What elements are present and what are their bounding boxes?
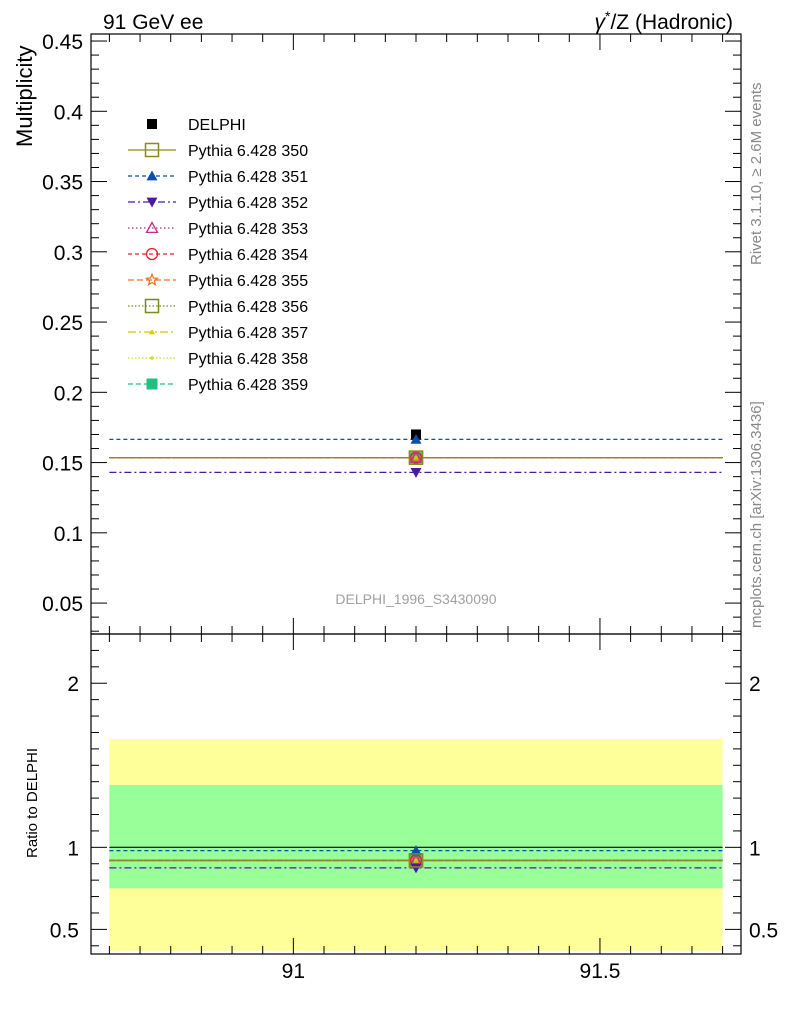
header-right: γ*/Z (Hadronic)	[595, 8, 733, 34]
ratio-y-tick-label-right: 1	[749, 837, 761, 860]
legend-label: Pythia 6.428 351	[188, 169, 308, 186]
y-axis-label-main: Multiplicity	[12, 46, 37, 147]
legend-item-357: Pythia 6.428 357	[128, 325, 308, 342]
legend-label: Pythia 6.428 355	[188, 273, 308, 290]
y-axis-label-ratio: Ratio to DELPHI	[24, 748, 41, 858]
axes	[90, 33, 742, 955]
legend-item-delphi: DELPHI	[147, 117, 246, 134]
ratio-y-tick-label-right: 0.5	[749, 919, 778, 942]
legend-label: DELPHI	[188, 117, 246, 134]
y-tick-label: 0.2	[54, 382, 83, 405]
ratio-marker-355	[408, 853, 424, 867]
ratio-y-tick-label: 2	[67, 673, 79, 696]
legend-label: Pythia 6.428 359	[188, 377, 308, 394]
legend-marker-358	[150, 356, 154, 360]
ratio-marker-351	[410, 845, 422, 856]
main-marker-352	[410, 468, 422, 478]
header-left: 91 GeV ee	[103, 11, 203, 34]
legend: DELPHI Pythia 6.428 350 Pythia 6.428 351 Py…	[128, 117, 308, 394]
ratio-y-tick-label: 0.5	[50, 919, 79, 942]
legend-marker-359	[146, 378, 158, 390]
main-marker-357	[412, 454, 420, 460]
y-tick-label: 0.25	[42, 312, 83, 335]
y-tick-label: 0.15	[42, 453, 83, 476]
main-marker-353	[409, 450, 423, 463]
tick-labels: 0.05 0.1 0.15 0.2 0.25 0.3 0.35 0.4 0.45 0.5 0.5 1 1…	[42, 31, 778, 983]
legend-marker-355	[144, 272, 160, 287]
ratio-y-tick-label: 1	[67, 837, 79, 860]
ratio-bands	[109, 739, 723, 951]
analysis-watermark: DELPHI_1996_S3430090	[335, 591, 496, 607]
data-markers	[408, 429, 424, 874]
legend-item-353: Pythia 6.428 353	[128, 221, 308, 238]
y-tick-label: 0.3	[54, 242, 83, 265]
x-tick-label: 91.5	[580, 960, 621, 983]
legend-marker-350	[144, 142, 160, 158]
main-marker-351	[410, 433, 422, 444]
main-marker-355	[408, 450, 424, 464]
ratio-marker-352	[410, 863, 422, 874]
legend-marker-353	[145, 221, 159, 234]
legend-label: Pythia 6.428 356	[188, 299, 308, 316]
legend-marker-352	[146, 197, 158, 208]
legend-label: Pythia 6.428 358	[188, 351, 308, 368]
legend-item-351: Pythia 6.428 351	[128, 169, 308, 186]
legend-item-356: Pythia 6.428 356	[128, 298, 308, 316]
legend-item-358: Pythia 6.428 358	[128, 351, 308, 368]
legend-label: Pythia 6.428 352	[188, 195, 308, 212]
legend-label: Pythia 6.428 350	[188, 143, 308, 160]
y-tick-label: 0.35	[42, 172, 83, 195]
legend-item-355: Pythia 6.428 355	[128, 272, 308, 290]
rivet-label: Rivet 3.1.10, ≥ 2.6M events	[748, 83, 765, 266]
ratio-y-tick-label-right: 2	[749, 673, 761, 696]
y-tick-label: 0.1	[54, 523, 83, 546]
legend-item-359: Pythia 6.428 359	[128, 377, 308, 394]
legend-item-350: Pythia 6.428 350	[128, 142, 308, 160]
legend-item-354: Pythia 6.428 354	[128, 247, 308, 264]
legend-marker-351	[146, 170, 158, 181]
y-tick-label: 0.4	[54, 101, 84, 124]
legend-marker-delphi	[147, 119, 157, 129]
y-tick-label: 0.05	[42, 593, 83, 616]
ratio-marker-350	[408, 853, 424, 868]
legend-marker-357	[148, 329, 156, 335]
legend-label: Pythia 6.428 353	[188, 221, 308, 238]
ratio-marker-357	[412, 857, 420, 863]
legend-label: Pythia 6.428 354	[188, 247, 308, 264]
main-marker-350	[408, 450, 424, 465]
y-tick-label: 0.45	[42, 31, 83, 54]
legend-marker-356	[144, 298, 160, 314]
legend-label: Pythia 6.428 357	[188, 325, 308, 342]
x-tick-label: 91	[282, 960, 305, 983]
mcplots-label: mcplots.cern.ch [arXiv:1306.3436]	[748, 401, 765, 628]
legend-marker-354	[145, 247, 159, 261]
legend-item-352: Pythia 6.428 352	[128, 195, 308, 212]
